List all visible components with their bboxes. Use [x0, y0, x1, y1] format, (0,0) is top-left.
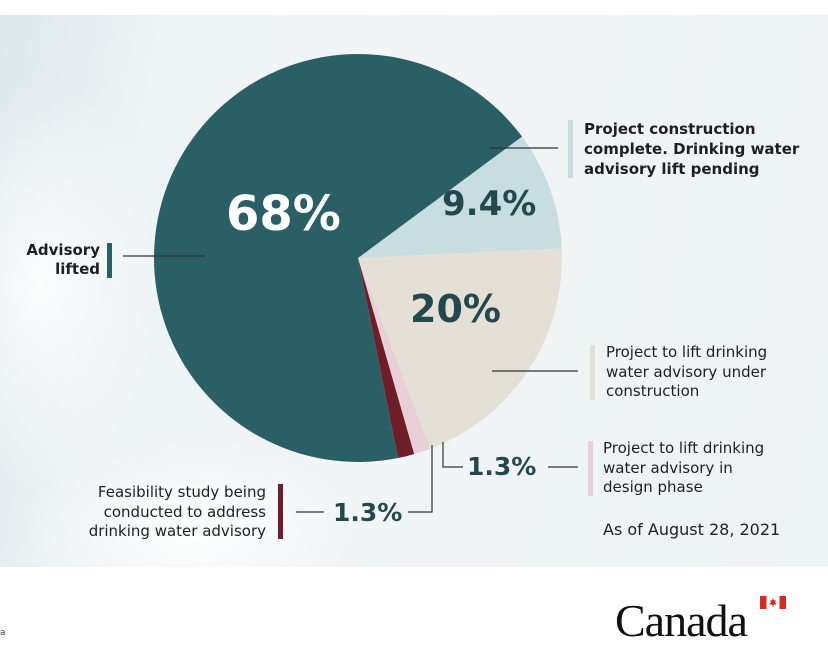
label-line: Feasibility study being	[97, 483, 266, 501]
label-line: construction	[606, 382, 700, 400]
label-construction-complete: Project construction complete. Drinking …	[584, 119, 799, 179]
label-line: Project to lift drinking	[603, 439, 765, 457]
label-line: conducted to address	[103, 502, 266, 521]
legend-bar-design-phase	[588, 441, 593, 496]
footer-mark: a	[0, 628, 6, 638]
slice-under-construction	[358, 248, 562, 449]
label-line: advisory lift pending	[584, 160, 760, 178]
label-line: complete. Drinking water	[584, 140, 800, 158]
label-line: Project to lift drinking	[606, 343, 768, 361]
label-line: water advisory in	[603, 458, 733, 477]
label-advisory-lifted: Advisory lifted	[20, 241, 100, 279]
pct-label-design-phase: 1.3%	[467, 452, 537, 481]
canada-wordmark: Canada	[615, 595, 748, 646]
label-feasibility: Feasibility study being conducted to add…	[40, 483, 266, 542]
leader-lines	[123, 147, 578, 513]
pie-slices	[154, 54, 562, 463]
label-line: Project construction	[584, 120, 756, 138]
label-design-phase: Project to lift drinking water advisory …	[603, 439, 764, 498]
legend-bar-feasibility	[278, 484, 283, 539]
date-note: As of August 28, 2021	[603, 520, 781, 539]
pct-label-advisory-lifted: 68%	[226, 186, 341, 242]
legend-bar-construction-complete	[568, 120, 573, 178]
water-splash-left	[0, 75, 160, 495]
label-line: design phase	[603, 478, 703, 496]
canada-flag-icon	[760, 596, 786, 609]
leader-design-phase	[442, 442, 463, 468]
pct-label-construction-complete: 9.4%	[442, 184, 537, 224]
leader-feasibility	[408, 445, 433, 513]
label-line: lifted	[55, 260, 100, 278]
legend-bar-advisory-lifted	[107, 243, 112, 278]
label-line: water advisory under	[606, 362, 766, 381]
pct-label-under-construction: 20%	[410, 287, 501, 331]
label-line: drinking water advisory	[88, 522, 266, 540]
water-splash-bottom	[20, 435, 360, 567]
label-under-construction: Project to lift drinking water advisory …	[606, 343, 767, 402]
slice-advisory-lifted	[154, 54, 522, 463]
slice-design-phase	[358, 258, 430, 455]
slice-feasibility	[358, 258, 415, 459]
label-line: Advisory	[26, 241, 100, 259]
slice-construction-complete	[358, 136, 562, 258]
legend-bar-under-construction	[590, 345, 595, 400]
pct-label-feasibility: 1.3%	[333, 498, 403, 527]
